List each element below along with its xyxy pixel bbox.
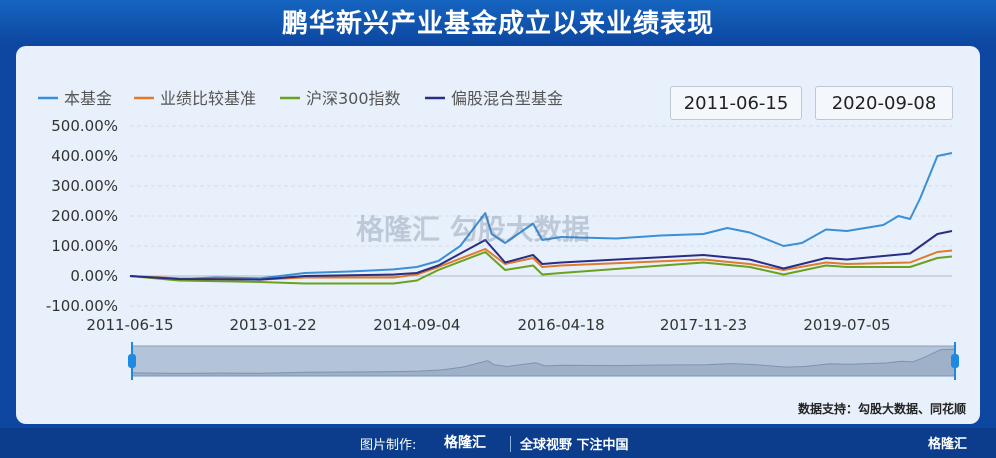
data-source: 数据支持：勾股大数据、同花顺 (797, 402, 966, 416)
footer-bar: 图片制作: 格隆汇 全球视野 下注中国 格隆汇 (0, 428, 996, 458)
footer-divider (510, 436, 511, 452)
footer-brand-logo: 格隆汇 (444, 435, 486, 451)
footer-corner-logo: 格隆汇 (928, 437, 968, 452)
watermark: 格隆汇 勾股大数据 (356, 213, 590, 246)
title-banner (0, 0, 996, 44)
footer-slogan: 全球视野 下注中国 (520, 438, 629, 453)
footer-made-by: 图片制作: (360, 438, 417, 453)
start-date-field[interactable]: 2011-06-15 (670, 86, 802, 120)
end-date-field[interactable]: 2020-09-08 (815, 86, 953, 120)
page-title: 鹏华新兴产业基金成立以来业绩表现 (281, 9, 714, 39)
